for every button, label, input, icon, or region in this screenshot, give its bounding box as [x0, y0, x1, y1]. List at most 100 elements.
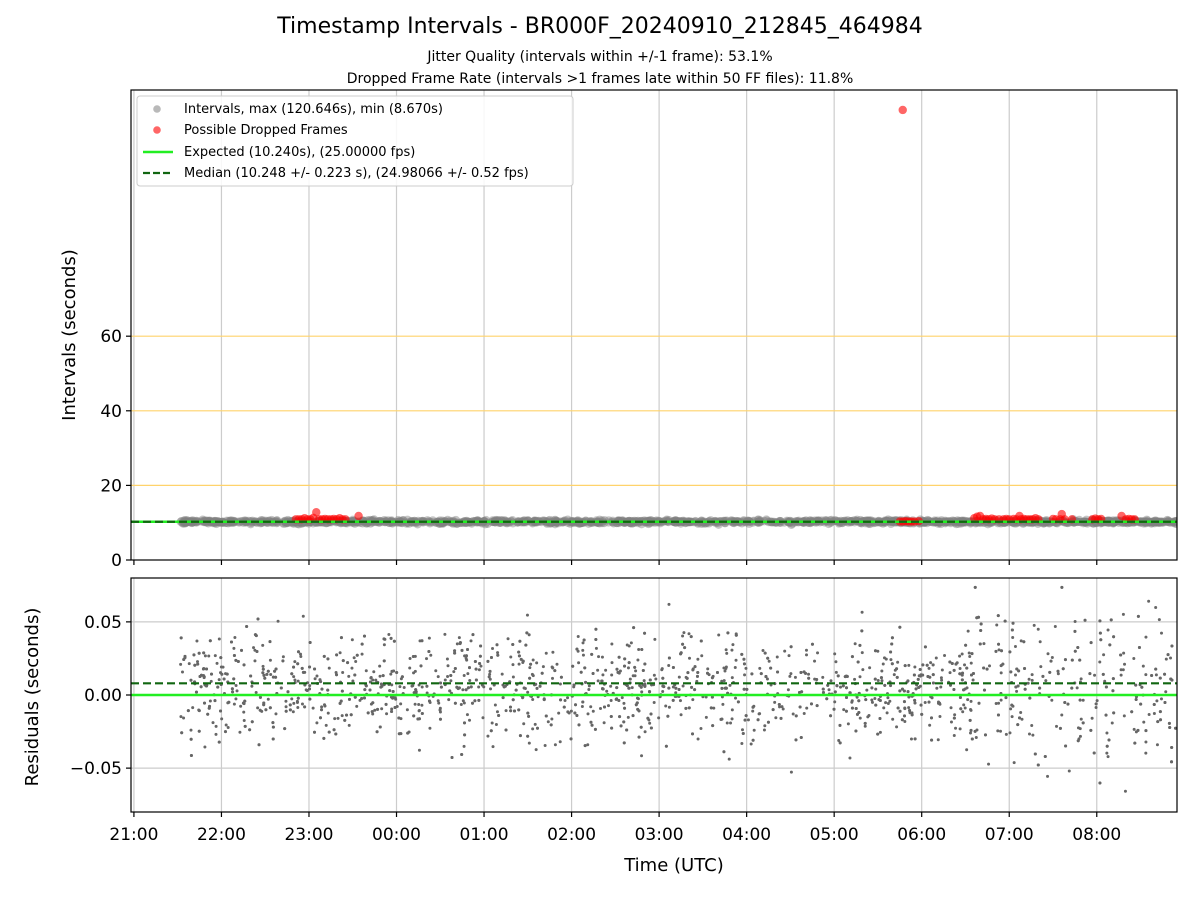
residual-point: [757, 712, 761, 716]
residual-point: [756, 718, 760, 722]
residual-point: [261, 643, 265, 647]
residual-point: [816, 651, 820, 655]
residual-point: [1010, 703, 1014, 707]
residual-point: [341, 670, 345, 674]
residual-point: [1008, 731, 1012, 735]
residual-point: [867, 714, 871, 718]
residual-point: [1073, 629, 1077, 633]
residual-point: [220, 717, 224, 721]
residual-point: [291, 710, 295, 714]
residual-point: [469, 639, 473, 643]
residual-point: [858, 643, 862, 647]
residual-point: [496, 653, 500, 657]
residual-point: [681, 684, 685, 688]
residual-point: [391, 689, 395, 693]
residual-point: [789, 645, 793, 649]
residual-point: [1166, 653, 1170, 657]
residual-point: [1066, 702, 1070, 706]
residual-point: [449, 679, 453, 683]
residual-point: [622, 741, 626, 745]
residual-point: [186, 709, 190, 713]
residual-point: [865, 688, 869, 692]
residual-point: [460, 648, 464, 652]
residual-point: [254, 691, 258, 695]
residual-point: [525, 613, 529, 617]
residual-point: [210, 672, 214, 676]
residual-point: [517, 708, 521, 712]
x-tick-label: 04:00: [722, 825, 771, 845]
residual-point: [496, 651, 500, 655]
residual-point: [206, 712, 210, 716]
residual-point: [461, 688, 465, 692]
residual-point: [1046, 652, 1050, 656]
residual-point: [763, 724, 767, 728]
residual-point: [900, 718, 904, 722]
residual-point: [250, 684, 254, 688]
residual-point: [751, 705, 755, 709]
residual-point: [728, 683, 732, 687]
residual-point: [452, 670, 456, 674]
residual-point: [742, 687, 746, 691]
residual-point: [1012, 761, 1016, 765]
residual-point: [907, 706, 911, 710]
residual-point: [996, 713, 1000, 717]
interval-point: [423, 516, 432, 525]
residual-point: [833, 652, 837, 656]
residual-point: [696, 657, 700, 661]
residual-point: [1123, 662, 1127, 666]
residual-point: [963, 706, 967, 710]
residual-point: [535, 686, 539, 690]
residual-point: [313, 730, 317, 734]
residual-point: [734, 696, 738, 700]
residual-point: [850, 700, 854, 704]
residual-point: [486, 734, 490, 738]
residual-point: [1067, 769, 1071, 773]
residual-point: [1106, 628, 1110, 632]
residual-point: [473, 699, 477, 703]
residual-point: [1009, 670, 1013, 674]
residual-point: [636, 658, 640, 662]
residual-point: [521, 659, 525, 663]
x-tick-label: 23:00: [284, 825, 333, 845]
residual-point: [468, 718, 472, 722]
residual-point: [264, 708, 268, 712]
residual-point: [583, 666, 587, 670]
x-tick-label: 01:00: [460, 825, 509, 845]
residual-point: [327, 666, 331, 670]
residual-point: [842, 708, 846, 712]
residual-point: [807, 676, 811, 680]
residual-point: [631, 714, 635, 718]
residual-point: [284, 705, 288, 709]
x-tick-label: 21:00: [109, 825, 158, 845]
residual-point: [349, 713, 353, 717]
residual-point: [268, 640, 272, 644]
residual-point: [425, 691, 429, 695]
residual-point: [373, 708, 377, 712]
residual-point: [338, 701, 342, 705]
residual-point: [903, 664, 907, 668]
residual-point: [436, 675, 440, 679]
residual-point: [466, 648, 470, 652]
residual-point: [682, 631, 686, 635]
residual-point: [209, 679, 213, 683]
residual-point: [457, 686, 461, 690]
residual-point: [952, 716, 956, 720]
y-tick-label: 0.05: [84, 613, 122, 633]
residual-point: [685, 676, 689, 680]
residual-point: [841, 684, 845, 688]
residual-point: [362, 634, 366, 638]
residual-point: [535, 726, 539, 730]
residual-point: [1033, 752, 1037, 756]
residual-point: [997, 648, 1001, 652]
residual-point: [695, 674, 699, 678]
residual-point: [1098, 631, 1102, 635]
residual-point: [296, 706, 300, 710]
residual-point: [632, 626, 636, 630]
residual-point: [758, 666, 762, 670]
residual-point: [463, 733, 467, 737]
residual-point: [870, 700, 874, 704]
residual-point: [497, 713, 501, 717]
residual-point: [192, 653, 196, 657]
residual-point: [1098, 781, 1102, 785]
residual-point: [1017, 669, 1021, 673]
